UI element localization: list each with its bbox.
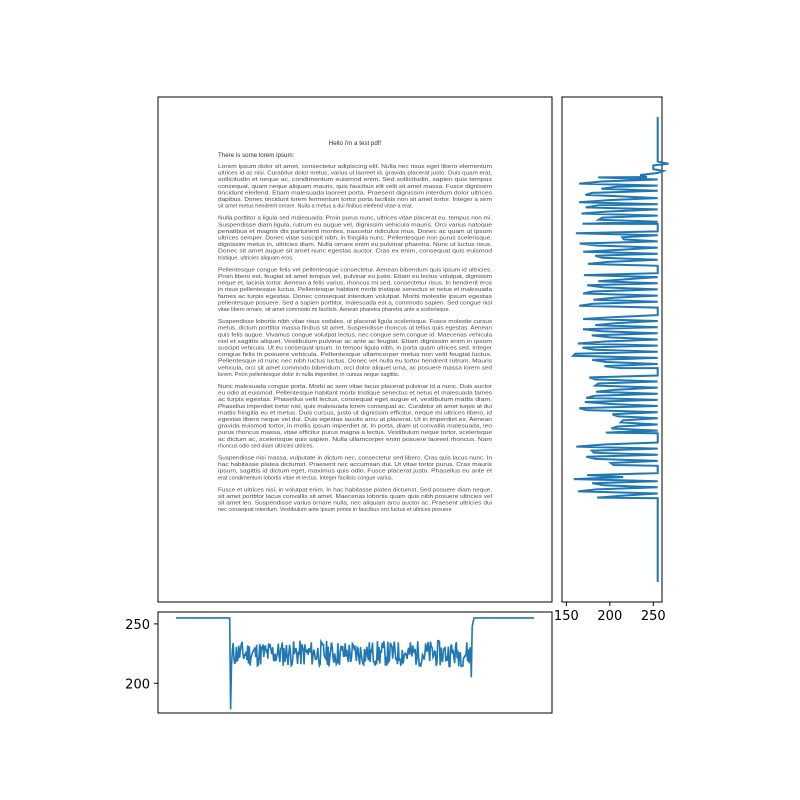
row-profile-line	[570, 117, 669, 582]
document-line: consequat, quam neque aliquam mauris, qu…	[218, 184, 492, 190]
document-line: nisl et sagittis aliquet. Vestibulum pul…	[218, 339, 492, 345]
document-line: ultrices id ac nisi. Curabitur dolor met…	[218, 171, 493, 177]
document-line: ipsum, sagittis id dictum eget, maximus …	[218, 469, 493, 475]
document-heading: There is some lorem ipsum:	[218, 152, 295, 159]
document-image-frame	[157, 96, 553, 603]
document-line: metus, dictum porttitor massa finibus si…	[218, 326, 492, 332]
document-line: ac dictum ac, scelerisque quis sapien. N…	[218, 437, 492, 443]
document-title: Hello i'm a test pdf!	[329, 140, 382, 147]
document-line: purus rhoncus massa, vitae efficitur pur…	[218, 430, 492, 436]
document-line: nec consequat interdum. Vestibulum ante …	[218, 507, 452, 513]
column-profile-line	[176, 617, 534, 710]
document-line: Pellentesque id nunc nec nibh luctus luc…	[218, 359, 492, 365]
document-line: lorem. Proin pellentesque dolor in nulla…	[218, 372, 400, 378]
document-line: eu odio at euismod. Pellentesque habitan…	[218, 391, 492, 397]
document-line: Suspendisse diam ligula, rutrum eu augue…	[218, 222, 492, 228]
document-line: Phasellus imperdiet tortor nisi, quis ma…	[218, 404, 492, 410]
document-line: vehicula, orci sit amet commodo bibendum…	[218, 365, 492, 371]
row-x-tick-label: 200	[597, 609, 622, 624]
document-line: hac habitasse platea dictumst. Praesent …	[218, 462, 492, 468]
document-line: sit amet porttitor lacus convallis sit a…	[218, 494, 492, 500]
document-line: neque et, lacinia tortor. Aenean a felis…	[218, 281, 492, 287]
document-line: erat condimentum lobortis vitae et lectu…	[218, 475, 394, 481]
document-line: Nulla porttitor a ligula sed malesuada. …	[218, 216, 493, 222]
column-y-tick-label: 200	[125, 677, 150, 692]
document-line: quis felis augue. Vivamus congue volutpa…	[218, 332, 493, 338]
document-image-panel: Hello i'm a test pdf! There is some lore…	[157, 96, 553, 603]
document-line: mattis fringilla eu et metus. Duis cursu…	[218, 410, 492, 416]
row-x-tick-label: 250	[641, 609, 666, 624]
document-line: suscipit vehicula. Ut eu consequat ipsum…	[218, 346, 492, 352]
document-line: fames ac turpis egestas. Donec consequat…	[218, 294, 492, 300]
document-line: congue felis in posuere vehicula. Pellen…	[218, 352, 493, 358]
row-profile-x-ticks: 150 200 250	[554, 602, 666, 624]
document-text: Hello i'm a test pdf! There is some lore…	[218, 140, 493, 513]
column-profile-frame	[157, 611, 553, 714]
document-line: Suspendisse nisi massa, vulputate in dic…	[218, 456, 492, 462]
document-line: sollicitudin et neque ac, condimentum eu…	[218, 177, 492, 183]
document-line: Fusce et ultrices nisi, in volutpat enim…	[218, 487, 493, 493]
document-line: dignissim metus in, ultricies diam. Null…	[218, 242, 493, 248]
document-line: Lorem ipsum dolor sit amet, consectetur …	[218, 164, 492, 170]
row-x-tick-label: 150	[554, 609, 579, 624]
document-line: Suspendisse lobortis nibh vitae risus so…	[218, 319, 492, 325]
column-profile-panel: 200 250	[125, 611, 553, 714]
document-line: ultrices semper. Donec vitae suscipit ni…	[218, 236, 493, 242]
document-line: vitae libero ornare, sit amet commodo mi…	[218, 307, 451, 313]
document-line: dapibus. Donec tincidunt lorem fermentum…	[218, 197, 492, 203]
document-line: tristique, ultricies aliquam eros.	[218, 255, 294, 261]
document-line: Pellentesque congue felis vel pellentesq…	[218, 267, 493, 273]
document-line: Proin libero est, feugiat sit amet tempu…	[218, 274, 492, 280]
document-line: in risus pellentesque luctus. Pellentesq…	[218, 287, 493, 293]
document-line: ac turpis egestas. Phasellus velit lectu…	[218, 397, 493, 403]
column-profile-y-ticks: 200 250	[125, 618, 158, 692]
document-line: egestas libero neque vel dui. Duis egest…	[218, 417, 492, 423]
column-y-tick-label: 250	[125, 618, 150, 633]
document-line: tincidunt eleifend. Etiam malesuada laor…	[218, 190, 492, 196]
document-line: Donec sit amet augue sit amet nunc egest…	[218, 249, 492, 255]
document-line: Nunc malesuada congue porta. Morbi ac se…	[218, 384, 492, 390]
document-line: pellentesque posuere. Sed a sapien portt…	[218, 300, 492, 306]
document-line: sit amet metus hendrerit ornare. Nulla a…	[218, 204, 414, 210]
document-line: gravida euismod tortor, in mollis ipsum …	[218, 424, 492, 430]
document-line: rhoncus odio sed diam ultricies ultrices…	[218, 443, 314, 449]
document-line: penatibus et magnis dis parturient monte…	[218, 229, 493, 235]
document-line: sit amet leo. Suspendisse varius ornare …	[218, 501, 492, 507]
row-profile-panel: 150 200 250	[554, 96, 669, 624]
